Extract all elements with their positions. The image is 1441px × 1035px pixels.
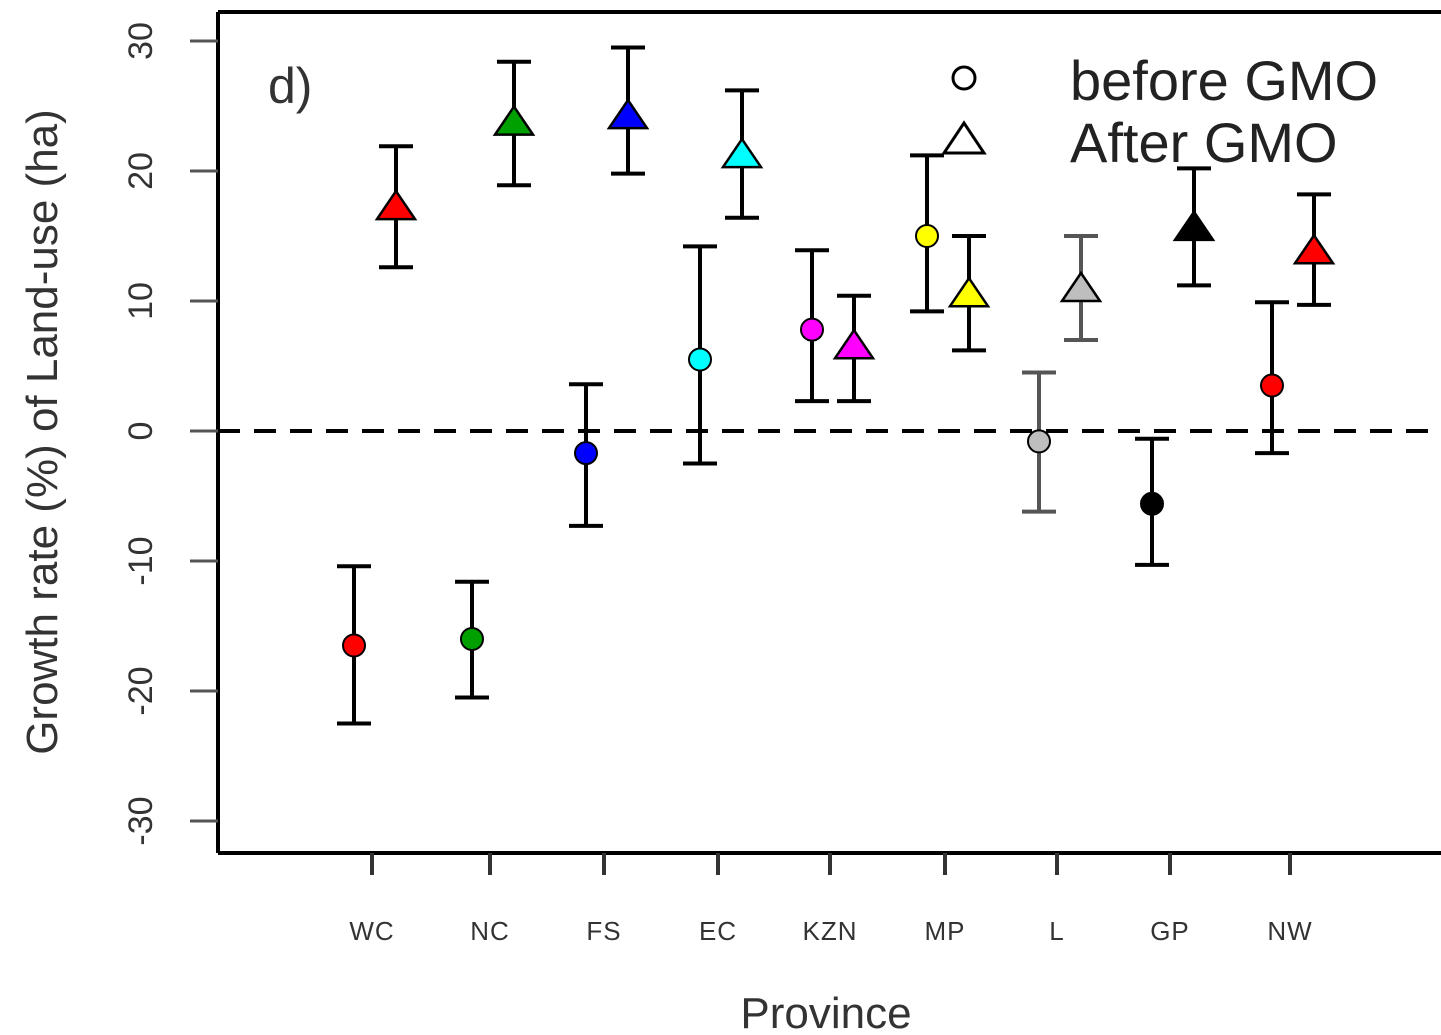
data-point-triangle [947, 275, 991, 308]
data-point-circle [1260, 373, 1284, 398]
y-tick-label: 0 [122, 422, 160, 441]
data-point-triangle [720, 136, 764, 169]
data-point-circle [574, 441, 598, 466]
x-tick-label: GP [1150, 916, 1190, 946]
data-point-circle [1140, 491, 1164, 516]
y-tick-label: 10 [122, 282, 160, 320]
x-tick-label: KZN [803, 916, 858, 946]
y-tick-label: 30 [122, 22, 160, 60]
x-axis-title: Province [740, 989, 911, 1035]
before-gmo-point-mp [910, 153, 944, 314]
after-gmo-point-wc [374, 144, 418, 270]
before-gmo-point-l [1022, 370, 1056, 514]
y-tick-label: -30 [122, 796, 160, 845]
before-gmo-point-ec [683, 244, 717, 466]
data-point-triangle [1172, 209, 1216, 242]
after-gmo-point-ec [720, 88, 764, 220]
legend-triangle-icon [941, 120, 987, 155]
x-tick-label: NC [470, 916, 510, 946]
legend-label: After GMO [1070, 111, 1338, 174]
data-point-triangle [832, 327, 876, 360]
legend-label: before GMO [1070, 49, 1378, 112]
data-marks [337, 45, 1336, 726]
before-gmo-point-gp [1135, 436, 1169, 567]
x-tick-label: WC [349, 916, 394, 946]
after-gmo-point-fs [606, 45, 650, 176]
legend-circle-icon [951, 65, 977, 91]
y-axis-title: Growth rate (%) of Land-use (ha) [18, 109, 67, 755]
x-tick-label: EC [699, 916, 737, 946]
data-point-triangle [374, 188, 418, 221]
before-gmo-point-wc [337, 564, 371, 726]
x-tick-label: L [1049, 916, 1064, 946]
data-point-circle [342, 633, 366, 658]
y-tick-label: -10 [122, 536, 160, 585]
after-gmo-point-nw [1292, 192, 1336, 307]
data-point-circle [460, 627, 484, 651]
after-gmo-point-mp [947, 234, 991, 353]
data-point-circle [1027, 429, 1051, 454]
data-point-triangle [1059, 270, 1103, 303]
data-point-triangle [606, 97, 650, 130]
y-tick-label: 20 [122, 152, 160, 190]
data-point-circle [800, 317, 824, 342]
data-point-triangle [492, 104, 536, 136]
after-gmo-point-nc [492, 59, 536, 188]
y-tick-label: -20 [122, 666, 160, 715]
x-tick-label: NW [1267, 916, 1312, 946]
data-point-triangle [1292, 233, 1336, 265]
before-gmo-point-fs [569, 382, 603, 528]
before-gmo-point-nw [1255, 300, 1289, 456]
after-gmo-point-gp [1172, 166, 1216, 288]
panel-label: d) [268, 58, 312, 114]
x-tick-label: MP [925, 916, 966, 946]
before-gmo-point-nc [455, 579, 489, 700]
x-axis: WC NC FS EC KZN MP L GP NW [349, 853, 1312, 946]
data-point-circle [915, 224, 939, 248]
data-point-circle [688, 347, 712, 372]
before-gmo-point-kzn [795, 248, 829, 404]
after-gmo-point-l [1059, 234, 1103, 342]
after-gmo-point-kzn [832, 293, 876, 404]
x-tick-label: FS [586, 916, 621, 946]
y-axis: -30 -20 -10 0 10 20 30 [122, 22, 218, 846]
